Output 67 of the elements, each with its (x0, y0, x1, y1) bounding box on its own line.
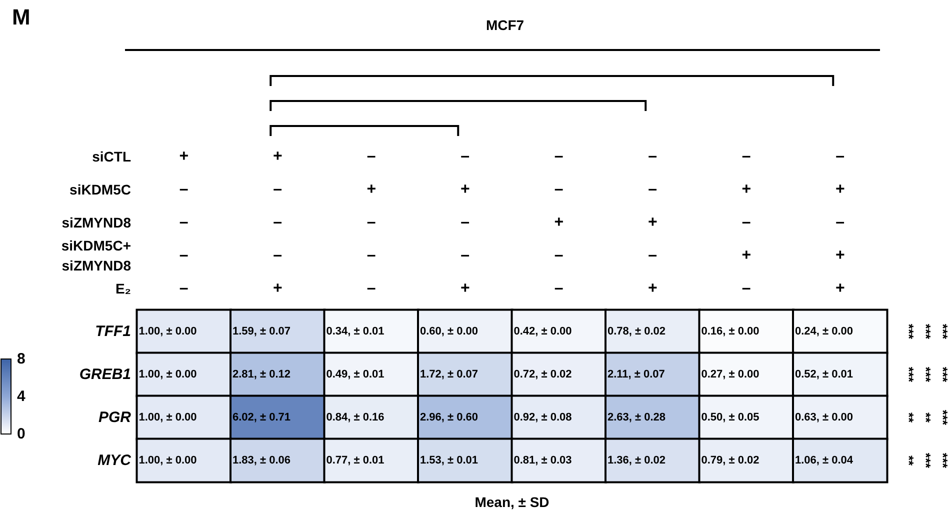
data-label: 0.27, ± 0.00 (701, 368, 760, 380)
data-label: 1.00, ± 0.00 (138, 326, 197, 338)
data-label: 2.11, ± 0.07 (608, 368, 665, 380)
y-tick-label: GREB1 (79, 366, 131, 383)
data-label: 0.16, ± 0.00 (701, 326, 760, 338)
x-tick-label: + – – – – (179, 148, 189, 297)
text: *** (918, 366, 934, 384)
data-label: 0.77, ± 0.01 (326, 454, 384, 466)
data-label: 1.00, ± 0.00 (138, 412, 197, 424)
text: siCTL (92, 148, 132, 164)
color-bar-label: 4 (17, 388, 26, 405)
text: *** (902, 324, 916, 340)
text: *** (936, 410, 949, 426)
text: *** (918, 324, 934, 340)
data-label: 1.59, ± 0.07 (232, 326, 291, 338)
text: ** (902, 455, 916, 466)
text: siKDM5C+ siZMYND8 (61, 238, 132, 274)
data-label: 0.92, ± 0.08 (514, 412, 572, 424)
data-label: 6.02, ± 0.71 (232, 412, 291, 424)
y-tick-label: PGR (98, 409, 132, 426)
data-label: 0.42, ± 0.00 (514, 326, 572, 338)
text: siZMYND8 (62, 214, 132, 230)
data-label: 1.00, ± 0.00 (138, 368, 197, 380)
data-label: 1.53, ± 0.01 (420, 454, 478, 466)
data-label: 0.79, ± 0.02 (701, 454, 760, 466)
data-label: 0.63, ± 0.00 (795, 412, 854, 424)
x-axis-title: Mean, ± SD (474, 494, 550, 510)
color-bar-label: 0 (17, 426, 26, 442)
text: siKDM5C (70, 182, 131, 198)
data-label: 0.50, ± 0.05 (701, 412, 760, 424)
text: M (12, 4, 30, 30)
x-tick-label: – + – – – (366, 148, 376, 297)
text: ** (918, 412, 934, 424)
data-label: 1.06, ± 0.04 (795, 454, 854, 466)
text: E₂ (115, 280, 131, 296)
chart-title: MCF7 (486, 17, 524, 33)
y-tick-label: MYC (98, 452, 132, 469)
x-tick-label: + – – – + (272, 148, 282, 297)
text: *** (936, 452, 949, 470)
data-label: 1.83, ± 0.06 (232, 454, 291, 466)
text: *** (918, 452, 934, 470)
y-tick-label: TFF1 (95, 323, 131, 340)
data-label: 1.36, ± 0.02 (608, 454, 666, 466)
x-tick-label: – – + – – (554, 148, 564, 297)
text: *** (936, 324, 949, 340)
data-label: 1.72, ± 0.07 (420, 368, 478, 380)
data-label: 2.96, ± 0.60 (420, 412, 478, 424)
data-label: 0.24, ± 0.00 (795, 326, 854, 338)
color-bar-label: 8 (17, 350, 26, 368)
text: ** (902, 412, 916, 424)
data-label: 0.52, ± 0.01 (795, 368, 854, 380)
x-tick-label: – + – + – (742, 148, 752, 297)
x-tick-label: – + – + + (835, 148, 845, 297)
text: *** (936, 366, 949, 384)
data-label: 0.60, ± 0.00 (420, 326, 478, 338)
data-label: 2.63, ± 0.28 (608, 412, 666, 424)
x-tick-label: – + – – + (460, 148, 470, 297)
data-label: 1.00, ± 0.00 (138, 454, 197, 466)
data-label: 0.84, ± 0.16 (326, 412, 384, 424)
data-label: 0.72, ± 0.02 (514, 368, 572, 380)
text: *** (902, 366, 916, 384)
data-label: 0.78, ± 0.02 (608, 326, 666, 338)
data-label: 0.81, ± 0.03 (514, 454, 572, 466)
data-label: 0.49, ± 0.01 (326, 368, 384, 380)
x-tick-label: – – + – + (648, 148, 658, 297)
data-label: 2.81, ± 0.12 (232, 368, 291, 380)
data-label: 0.34, ± 0.01 (326, 326, 384, 338)
